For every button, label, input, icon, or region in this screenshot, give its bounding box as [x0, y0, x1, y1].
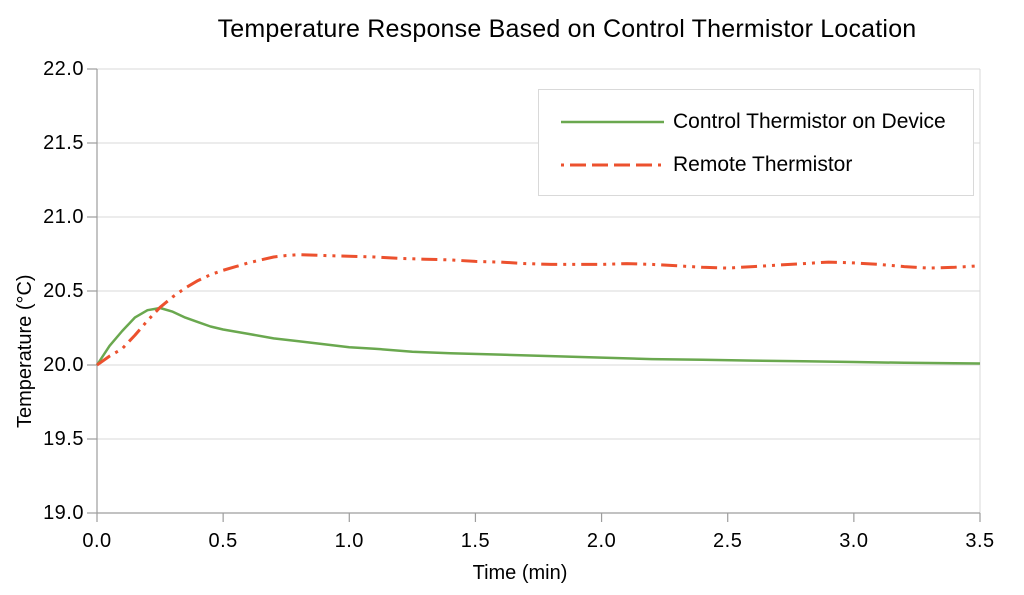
x-tick-label: 1.0 [334, 530, 364, 552]
y-tick-label: 21.0 [43, 206, 84, 228]
x-tick-label: 0.5 [208, 530, 238, 552]
y-axis-title: Temperature (°C) [14, 274, 36, 428]
legend: Control Thermistor on Device Remote Ther… [538, 89, 974, 196]
chart-title: Temperature Response Based on Control Th… [217, 15, 917, 43]
x-tick-label: 1.5 [460, 530, 491, 552]
x-tick-label: 0.0 [82, 530, 112, 552]
y-tick-label: 20.0 [43, 354, 84, 376]
legend-dashed-line-icon [561, 163, 664, 167]
y-tick-label: 21.5 [43, 132, 84, 154]
y-tick-label: 19.0 [43, 502, 84, 524]
legend-label-remote-thermistor: Remote Thermistor [673, 153, 853, 176]
y-tick-label: 19.5 [43, 428, 84, 450]
x-tick-label: 3.0 [839, 530, 869, 552]
legend-label-control-thermistor: Control Thermistor on Device [673, 110, 946, 133]
legend-solid-line-icon [561, 120, 664, 124]
x-tick-label: 3.5 [965, 530, 995, 552]
y-tick-label: 22.0 [43, 58, 84, 80]
y-tick-label: 20.5 [43, 280, 84, 302]
x-axis-title: Time (min) [472, 562, 568, 584]
x-tick-label: 2.5 [713, 530, 743, 552]
legend-item-remote-thermistor: Remote Thermistor [561, 153, 852, 177]
legend-item-control-thermistor: Control Thermistor on Device [561, 110, 946, 134]
series-line-1 [96, 253, 981, 367]
series-line-0 [95, 306, 981, 366]
x-tick-label: 2.0 [586, 530, 617, 552]
